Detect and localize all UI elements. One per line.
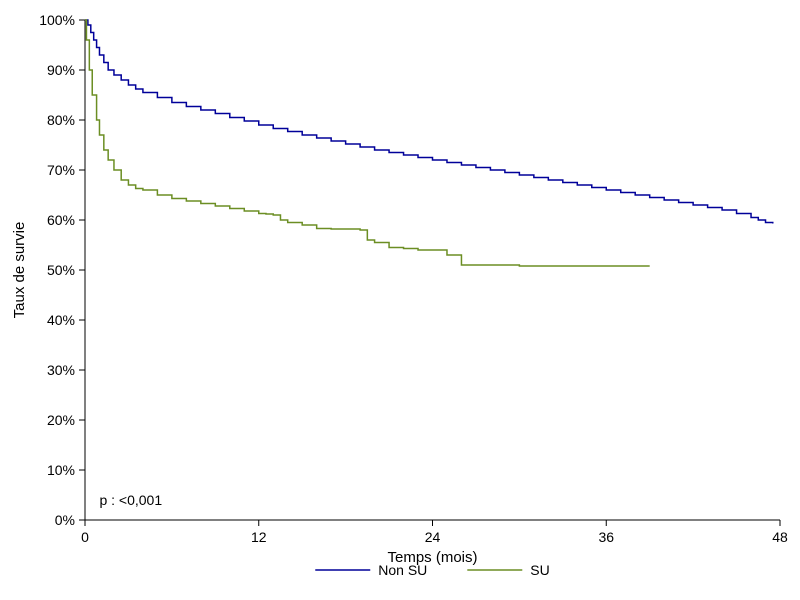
- y-tick-label: 30%: [47, 362, 75, 378]
- series-1: [85, 20, 650, 266]
- y-tick-label: 100%: [39, 12, 75, 28]
- x-tick-label: 0: [81, 529, 89, 545]
- y-tick-label: 10%: [47, 462, 75, 478]
- chart-svg: 0% 10% 20% 30% 40% 50% 60% 70% 80% 90% 100% 0 12 24 36…: [0, 0, 800, 600]
- y-tick-label: 50%: [47, 262, 75, 278]
- x-tick-label: 48: [772, 529, 788, 545]
- series-0: [85, 20, 773, 224]
- y-tick-label: 90%: [47, 62, 75, 78]
- y-tick-label: 0%: [55, 512, 75, 528]
- x-tick-label: 12: [251, 529, 267, 545]
- legend-label-1: SU: [530, 562, 549, 578]
- x-tick-label: 36: [598, 529, 614, 545]
- legend-label-0: Non SU: [378, 562, 427, 578]
- y-tick-label: 80%: [47, 112, 75, 128]
- p-value-annotation: p : <0,001: [99, 492, 162, 508]
- survival-chart: 0% 10% 20% 30% 40% 50% 60% 70% 80% 90% 100% 0 12 24 36…: [0, 0, 800, 600]
- y-tick-label: 40%: [47, 312, 75, 328]
- y-tick-label: 20%: [47, 412, 75, 428]
- y-tick-label: 70%: [47, 162, 75, 178]
- y-tick-label: 60%: [47, 212, 75, 228]
- y-axis-label: Taux de survie: [11, 222, 28, 319]
- x-tick-label: 24: [425, 529, 441, 545]
